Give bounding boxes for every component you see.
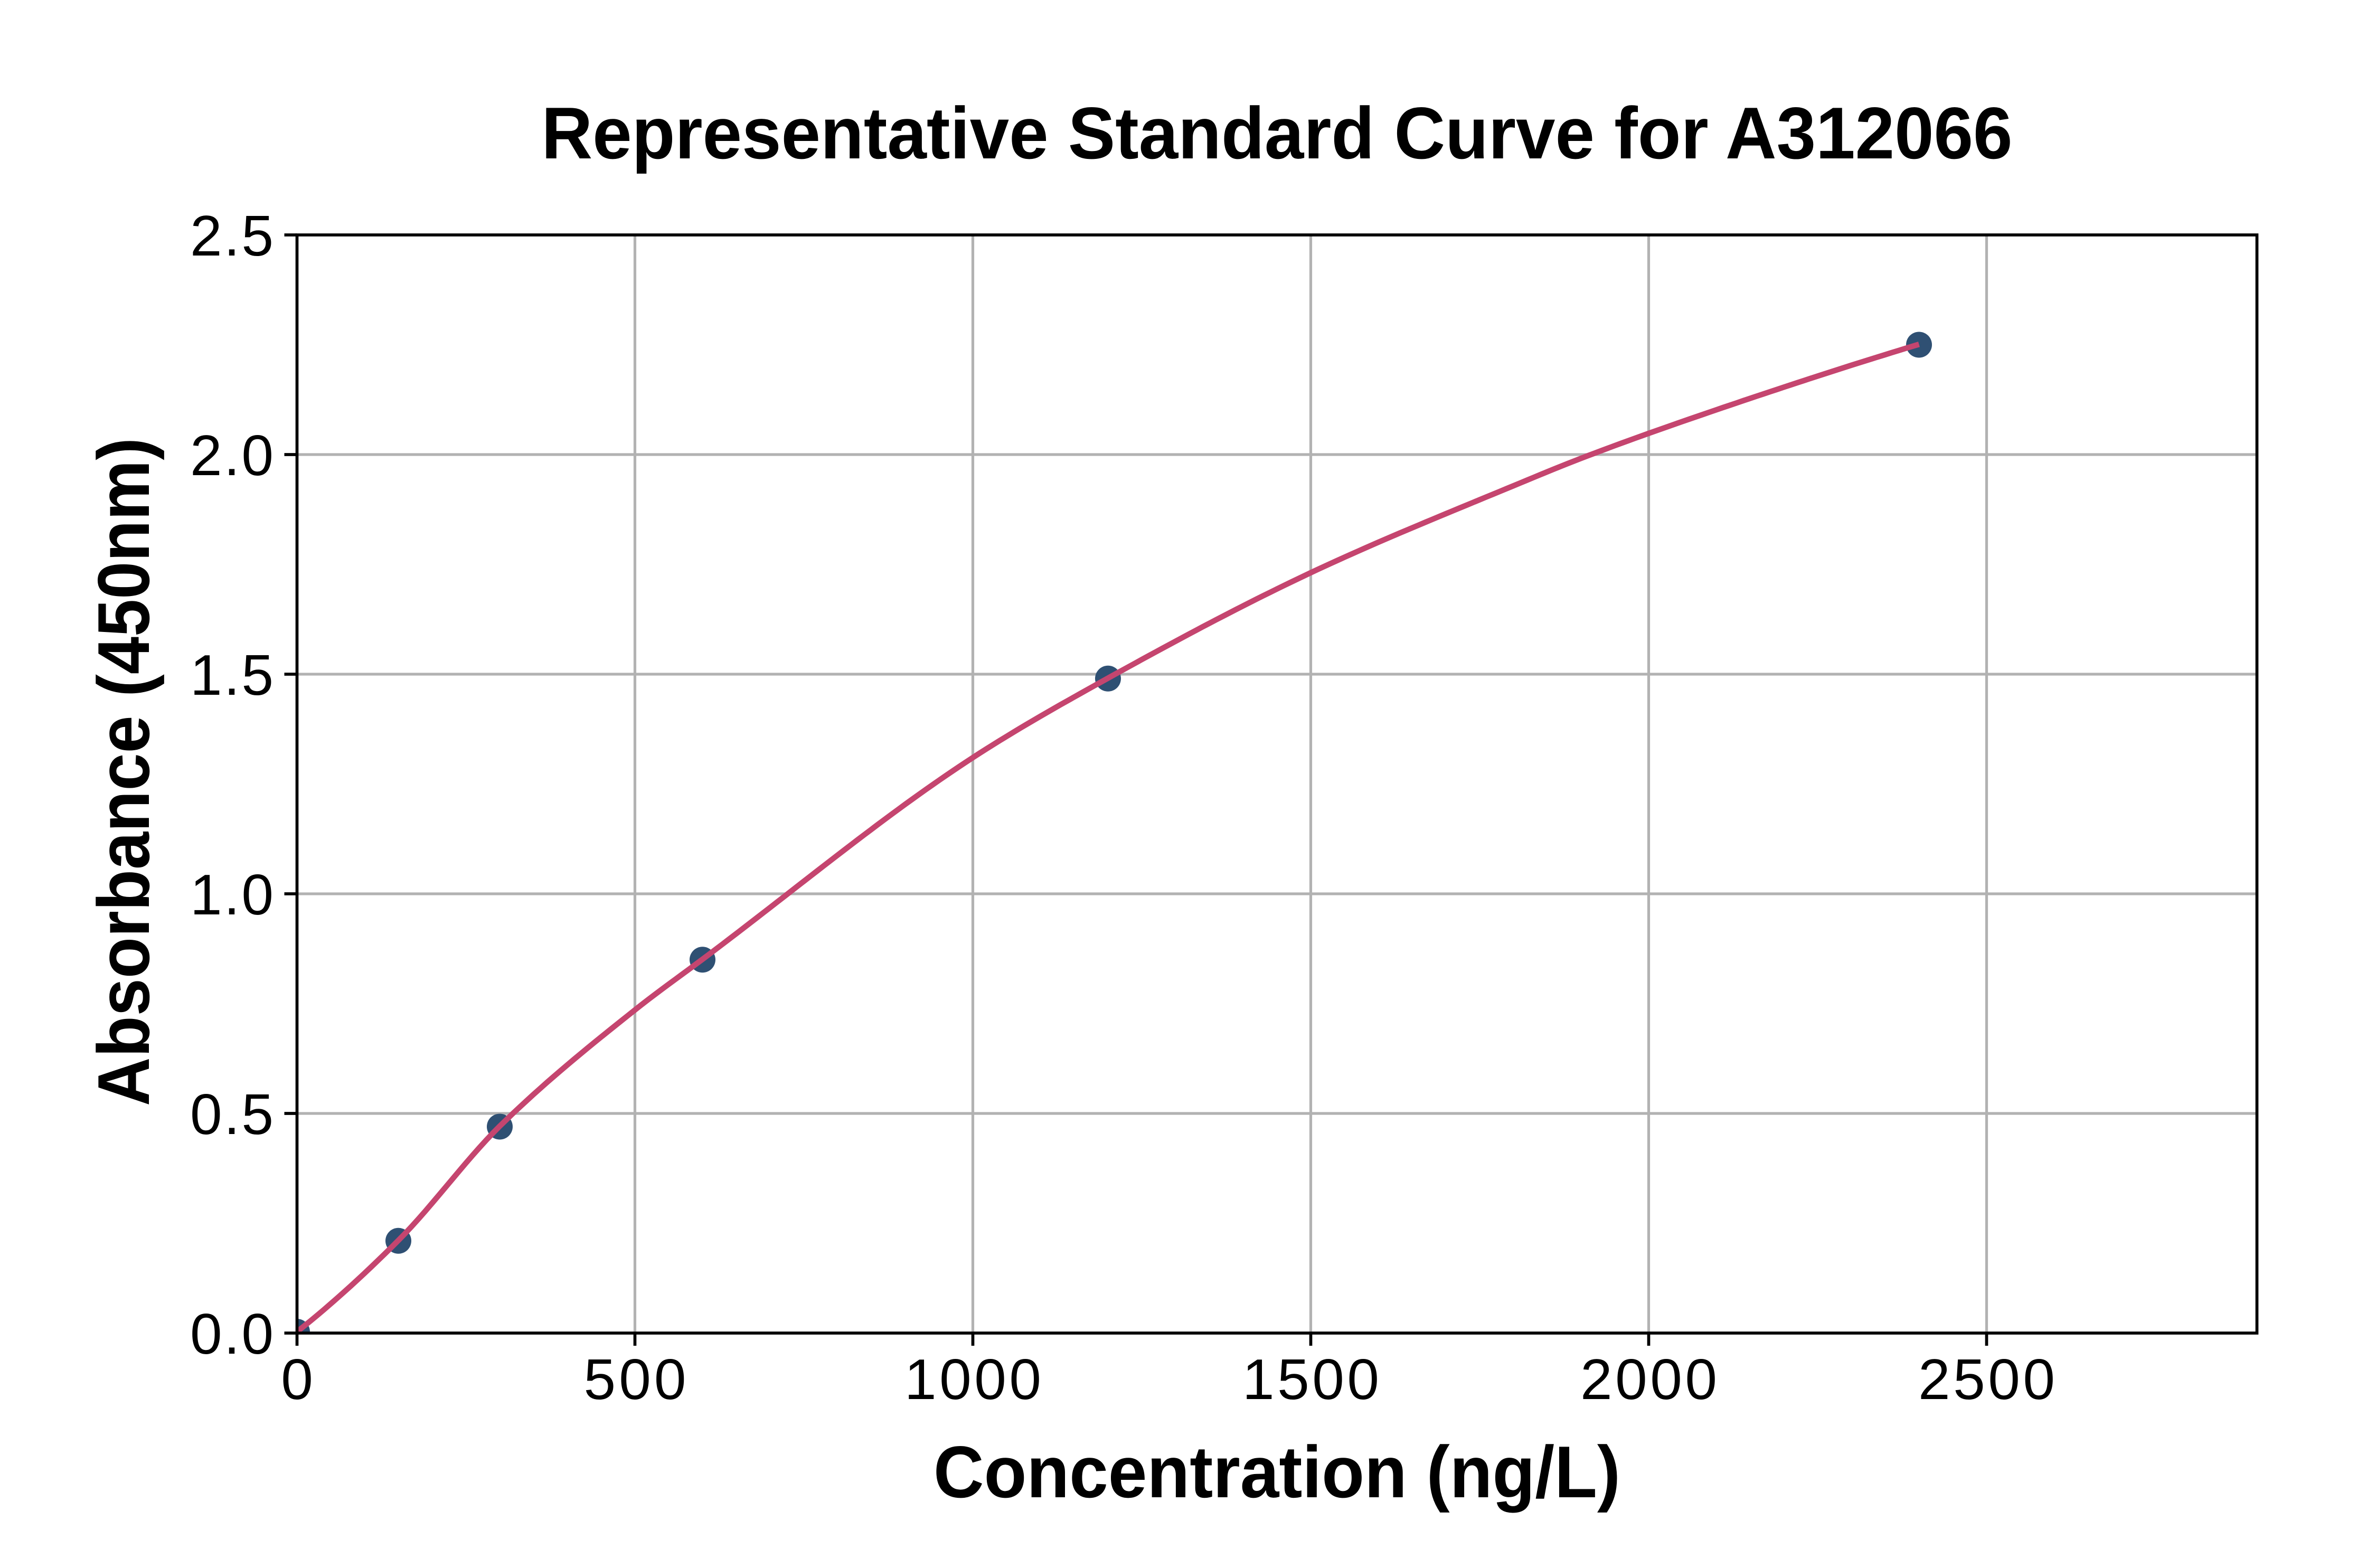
svg-text:Representative Standard Curve: Representative Standard Curve for A31206… (542, 92, 2013, 174)
svg-text:2.5: 2.5 (190, 204, 274, 268)
svg-text:Concentration (ng/L): Concentration (ng/L) (934, 1431, 1620, 1513)
svg-text:1.5: 1.5 (190, 643, 274, 707)
svg-text:0.5: 0.5 (190, 1082, 274, 1147)
svg-text:2.0: 2.0 (190, 423, 274, 488)
svg-text:Absorbance (450nm): Absorbance (450nm) (83, 438, 165, 1106)
svg-text:0.0: 0.0 (190, 1302, 274, 1366)
svg-text:1.0: 1.0 (190, 863, 274, 927)
svg-text:500: 500 (584, 1347, 686, 1412)
svg-text:0: 0 (281, 1347, 313, 1412)
